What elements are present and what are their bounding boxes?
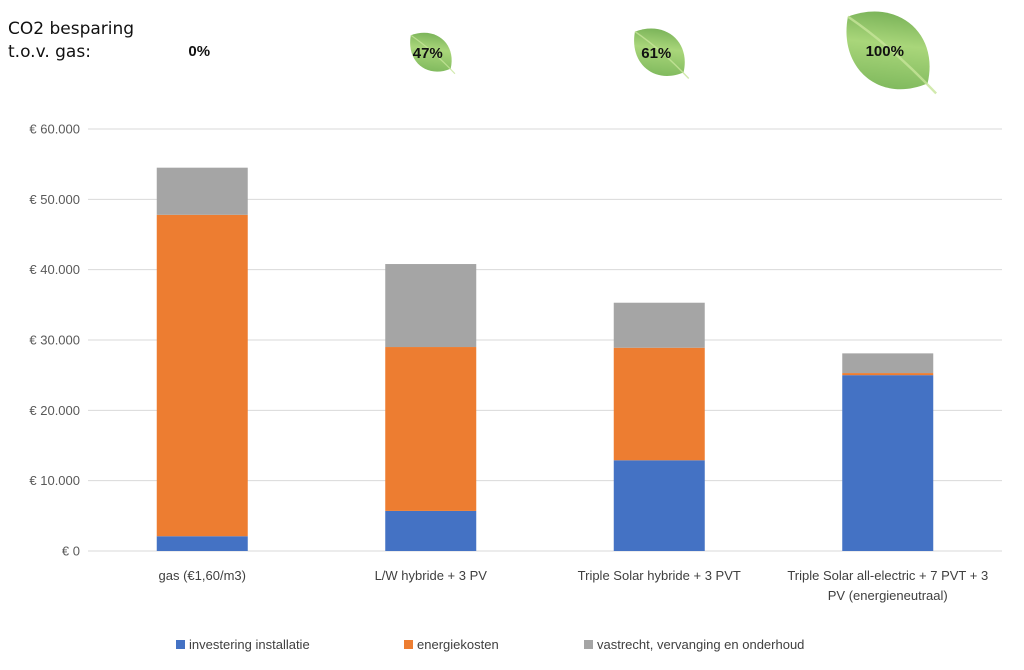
bar-segment-vastrecht (613, 302, 705, 348)
bar-stack (842, 353, 934, 551)
legend-swatch (176, 640, 185, 649)
bar-stack (156, 167, 248, 551)
y-tick-label: € 20.000 (29, 403, 80, 418)
co2-saving-percent: 100% (866, 43, 904, 60)
legend-item: vastrecht, vervanging en onderhoud (584, 637, 804, 652)
x-category-label: Triple Solar all-electric + 7 PVT + 3 PV … (787, 568, 988, 603)
x-category-label: Triple Solar hybride + 3 PVT (578, 568, 741, 583)
co2-savings-row: 0% 47% 61% 100% (188, 11, 938, 95)
legend-item: energiekosten (404, 637, 499, 652)
bar-segment-investering-installatie (385, 510, 477, 551)
co2-saving-item: 0% (188, 43, 210, 60)
bar-segment-energiekosten (156, 214, 248, 537)
bar-segment-energiekosten (842, 373, 934, 376)
bar-segment-vastrecht (842, 353, 934, 374)
bars (156, 167, 934, 551)
co2-label-line2: t.o.v. gas: (8, 42, 91, 62)
leaf-vein (410, 34, 456, 75)
bar-segment-investering-installatie (613, 460, 705, 551)
y-tick-label: € 60.000 (29, 122, 80, 137)
bar-segment-vastrecht (385, 264, 477, 348)
co2-saving-percent: 0% (188, 43, 210, 60)
leaf-vein (634, 31, 690, 80)
legend-label: investering installatie (189, 637, 310, 652)
co2-saving-percent: 47% (413, 45, 443, 62)
y-tick-label: € 50.000 (29, 192, 80, 207)
co2-savings-label: CO2 besparing t.o.v. gas: (8, 18, 134, 64)
co2-saving-percent: 61% (641, 45, 671, 62)
legend-swatch (404, 640, 413, 649)
co2-label-line1: CO2 besparing (8, 19, 135, 39)
y-axis-ticks: € 0 € 10.000 € 20.000 € 30.000 € 40.000 € 50.… (29, 122, 80, 559)
legend-label: vastrecht, vervanging en onderhoud (597, 637, 804, 652)
legend-label: energiekosten (417, 637, 499, 652)
legend: investering installatie energiekosten vast… (176, 637, 804, 652)
x-category-label: gas (€1,60/m3) (159, 568, 246, 583)
x-category-label: L/W hybride + 3 PV (375, 568, 488, 583)
bar-segment-energiekosten (613, 347, 705, 461)
category-label-line: Triple Solar all-electric + 7 PVT + 3 (787, 568, 988, 583)
leaf-vein (847, 15, 938, 95)
bar-segment-energiekosten (385, 347, 477, 511)
co2-saving-item: 47% (410, 32, 456, 75)
category-label-line: gas (€1,60/m3) (159, 568, 246, 583)
bar-segment-investering-installatie (842, 375, 934, 551)
y-tick-label: € 0 (62, 544, 80, 559)
category-label-line: PV (energieneutraal) (828, 588, 948, 603)
co2-saving-item: 61% (634, 28, 690, 80)
bar-segment-vastrecht (156, 167, 248, 215)
y-tick-label: € 10.000 (29, 473, 80, 488)
leaf-icon (634, 28, 690, 80)
bar-segment-investering-installatie (156, 536, 248, 551)
co2-saving-item: 100% (846, 11, 938, 95)
category-label-line: L/W hybride + 3 PV (375, 568, 488, 583)
y-tick-label: € 30.000 (29, 333, 80, 348)
bar-stack (613, 302, 705, 551)
y-tick-label: € 40.000 (29, 262, 80, 277)
legend-swatch (584, 640, 593, 649)
bar-stack (385, 264, 477, 551)
x-axis-categories: gas (€1,60/m3) L/W hybride + 3 PV Triple S… (159, 568, 989, 603)
leaf-icon (410, 32, 456, 75)
leaf-icon (846, 11, 938, 95)
legend-item: investering installatie (176, 637, 310, 652)
category-label-line: Triple Solar hybride + 3 PVT (578, 568, 741, 583)
